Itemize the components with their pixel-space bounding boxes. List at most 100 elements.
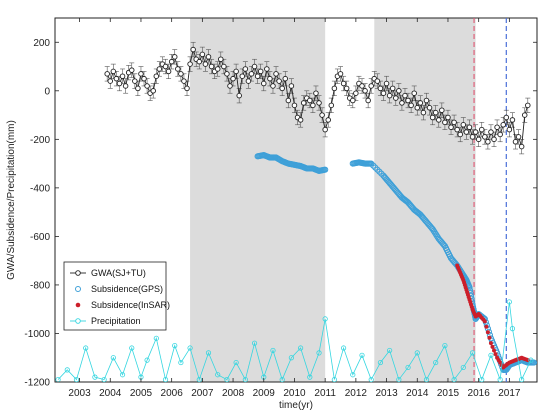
gwa-point (156, 66, 163, 72)
gwa-point (129, 67, 135, 73)
insar-point (490, 344, 495, 349)
gwa-point (107, 78, 114, 84)
gwa-point (362, 88, 368, 94)
precipitation-point (187, 345, 193, 351)
precipitation-point (153, 335, 159, 341)
precipitation-point (172, 342, 178, 349)
precipitation-point (178, 359, 184, 366)
gwa-point (257, 68, 264, 75)
gwa-point (273, 71, 279, 77)
y-tick-label: 0 (44, 86, 50, 97)
x-tick-label: 2012 (345, 388, 368, 399)
gwa-point (264, 66, 270, 72)
y-tick-label: -600 (30, 232, 50, 243)
gwa-point (399, 100, 405, 106)
gwa-point (132, 78, 138, 84)
x-tick-label: 2004 (99, 388, 122, 399)
gwa-point (214, 66, 221, 72)
gwa-point (242, 66, 249, 72)
gwa-point (411, 90, 417, 96)
gwa-point (187, 61, 193, 67)
gwa-point (322, 126, 328, 133)
gwa-point (420, 109, 427, 116)
gwa-point (224, 71, 230, 77)
x-tick-label: 2010 (283, 388, 306, 399)
gwa-point (239, 73, 246, 79)
precipitation-point (101, 376, 107, 383)
gwa-point (276, 78, 282, 84)
legend-marker (75, 270, 81, 276)
precipitation-point (279, 376, 285, 383)
gwa-point (267, 75, 273, 82)
gwa-point (313, 90, 319, 96)
insar-point (493, 352, 498, 357)
gwa-point (190, 46, 196, 53)
precipitation-point (433, 359, 439, 366)
gwa-point (469, 134, 476, 140)
gwa-point (402, 92, 408, 99)
gwa-point (478, 126, 485, 133)
gwa-point (414, 105, 421, 111)
gwa-point (178, 71, 184, 77)
gwa-point (135, 85, 141, 92)
precipitation-point (359, 352, 365, 358)
precipitation-point (528, 357, 534, 363)
gwa-point (328, 102, 335, 109)
gps-point (322, 166, 329, 173)
legend-marker (75, 286, 81, 292)
precipitation-point (479, 376, 485, 383)
y-tick-label: 200 (33, 38, 50, 49)
x-tick-label: 2006 (161, 388, 184, 399)
gwa-point (463, 129, 470, 135)
gwa-point (353, 90, 359, 96)
gwa-point (457, 131, 463, 138)
gwa-point (423, 97, 430, 104)
insar-point (482, 319, 487, 324)
gwa-point (340, 80, 347, 87)
precipitation-point (233, 359, 239, 366)
gwa-point (497, 131, 503, 138)
legend-label: Precipitation (91, 316, 141, 326)
gwa-point (104, 71, 110, 77)
gwa-point (208, 63, 215, 70)
gwa-point (181, 78, 187, 84)
gps-point (372, 164, 379, 171)
y-tick-label: -1000 (24, 329, 50, 340)
gwa-point (488, 129, 494, 135)
gps-point (416, 210, 423, 217)
gwa-point (168, 58, 175, 65)
legend-item-precipitation: Precipitation (70, 316, 141, 326)
precipitation-point (288, 355, 294, 361)
precipitation-point (119, 372, 126, 378)
gwa-point (254, 73, 261, 79)
gwa-point (485, 139, 491, 145)
gwa-point (368, 83, 374, 89)
precipitation-point (307, 374, 313, 380)
precipitation-point (509, 326, 516, 332)
gwa-point (509, 117, 516, 123)
gwa-point (153, 73, 160, 79)
gwa-point (466, 124, 473, 130)
precipitation-point (340, 345, 347, 351)
precipitation-point (144, 357, 150, 363)
gwa-point (426, 105, 433, 111)
precipitation-point (64, 367, 70, 373)
gwa-point (448, 124, 454, 130)
gwa-point (251, 63, 258, 70)
x-tick-label: 2017 (498, 388, 521, 399)
precipitation-point (387, 347, 393, 354)
gwa-point (494, 124, 500, 130)
gwa-point (525, 102, 531, 109)
precipitation-point (506, 299, 512, 305)
x-tick-label: 2015 (437, 388, 460, 399)
gwa-point (297, 117, 304, 123)
precipitation-point (377, 359, 384, 366)
gps-point (378, 170, 385, 177)
gwa-point (165, 68, 172, 75)
insar-point (488, 341, 493, 346)
gwa-point (245, 78, 252, 84)
precipitation-point (205, 350, 212, 356)
gwa-point (325, 117, 331, 123)
gwa-point (227, 83, 233, 89)
